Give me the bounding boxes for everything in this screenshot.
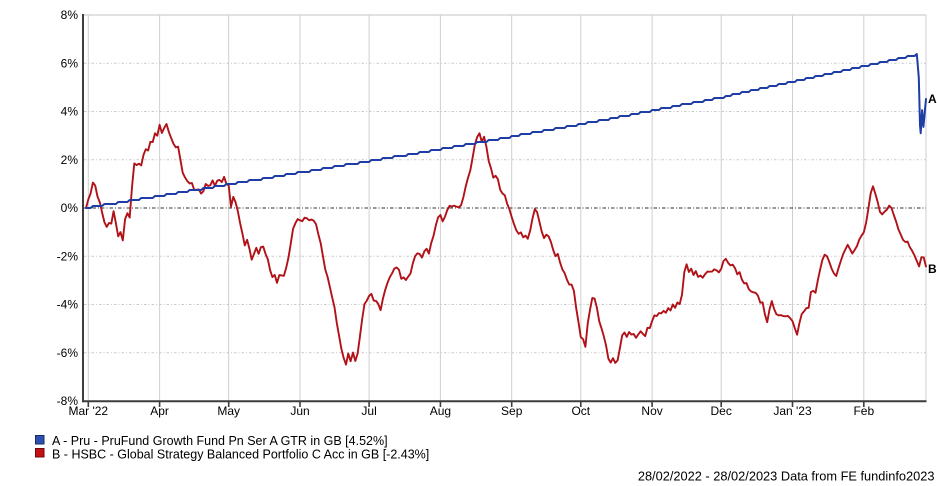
- svg-text:-2%: -2%: [57, 249, 79, 263]
- svg-text:28/02/2022 - 28/02/2023 Data f: 28/02/2022 - 28/02/2023 Data from FE fun…: [638, 469, 935, 484]
- svg-text:Nov: Nov: [641, 404, 662, 418]
- svg-text:Apr: Apr: [150, 404, 169, 418]
- svg-text:B: B: [928, 262, 937, 276]
- svg-text:Feb: Feb: [853, 404, 874, 418]
- svg-text:8%: 8%: [61, 8, 79, 22]
- svg-text:Oct: Oct: [571, 404, 590, 418]
- svg-text:-4%: -4%: [57, 298, 79, 312]
- svg-text:Dec: Dec: [711, 404, 732, 418]
- svg-text:Jan '23: Jan '23: [773, 404, 812, 418]
- svg-text:A: A: [928, 92, 937, 106]
- svg-text:Jun: Jun: [290, 404, 309, 418]
- svg-text:0%: 0%: [61, 201, 79, 215]
- svg-text:Aug: Aug: [430, 404, 451, 418]
- svg-text:6%: 6%: [61, 57, 79, 71]
- svg-text:Mar '22: Mar '22: [68, 404, 108, 418]
- svg-text:-6%: -6%: [57, 346, 79, 360]
- svg-text:4%: 4%: [61, 105, 79, 119]
- svg-text:A - Pru - PruFund Growth Fund: A - Pru - PruFund Growth Fund Pn Ser A G…: [52, 434, 388, 448]
- svg-text:Jul: Jul: [361, 404, 376, 418]
- svg-text:Sep: Sep: [501, 404, 523, 418]
- svg-text:May: May: [217, 404, 240, 418]
- svg-text:B - HSBC - Global Strategy Bal: B - HSBC - Global Strategy Balanced Port…: [52, 448, 429, 462]
- svg-text:-8%: -8%: [57, 394, 79, 408]
- svg-text:2%: 2%: [61, 153, 79, 167]
